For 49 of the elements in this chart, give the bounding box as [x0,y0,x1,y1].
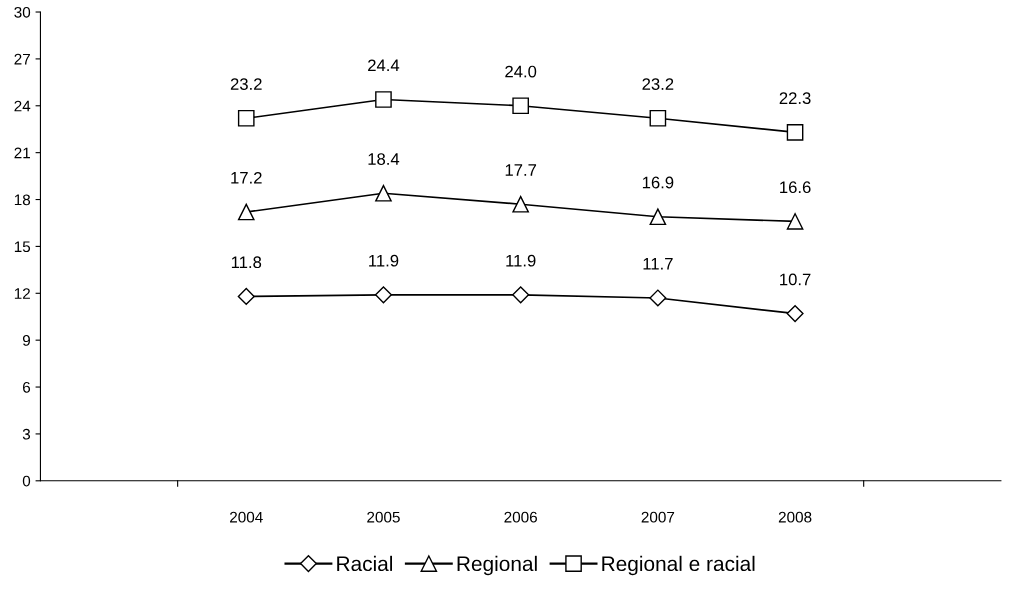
legend-label: Regional [457,555,537,576]
point [237,203,255,221]
data-label: 11.7 [643,258,673,270]
x-tick-label: 2007 [641,511,675,523]
point [649,289,667,307]
legend-label: Racial [337,555,393,572]
point [237,287,255,305]
point [649,109,667,127]
point [512,286,530,304]
point [375,184,392,202]
data-label: 22.3 [779,92,811,105]
point [786,305,804,323]
data-label: 24.0 [505,65,537,78]
data-label: 11.9 [369,254,399,267]
point [237,109,255,127]
y-tick-label: 21 [14,147,30,159]
y-tick-label: 9 [22,335,30,346]
x-tick-label: 2006 [504,511,537,523]
y-tick-label: 15 [14,241,31,253]
data-label: 23.2 [642,78,674,90]
y-tick-label: 27 [14,53,30,65]
x-tick-label: 2008 [778,511,812,523]
point [786,124,804,141]
data-label: 17.7 [505,164,537,176]
point [374,286,393,304]
y-tick-label: 0 [22,475,31,487]
y-tick-label: 12 [14,288,30,299]
point [512,195,529,213]
y-tick-label: 24 [14,100,31,112]
data-label: 18.4 [368,153,400,165]
y-tick-label: 30 [14,6,31,18]
data-label: 17.2 [231,171,262,184]
point [786,213,804,230]
data-label: 11.8 [231,256,262,269]
data-label: 23.2 [230,78,262,90]
y-tick-label: 18 [14,194,31,206]
data-label: 16.6 [780,181,811,194]
point [375,91,392,108]
x-tick-label: 2005 [367,511,400,523]
data-label: 16.9 [642,176,674,189]
point [512,97,529,115]
x-tick-label: 2004 [230,511,263,523]
data-label: 10.7 [780,273,811,286]
data-label: 24.4 [368,59,400,72]
data-label: 11.9 [506,254,536,267]
legend-label: Regional e racial [602,555,755,576]
y-tick-label: 3 [22,428,31,440]
y-tick-label: 6 [23,381,31,393]
point [649,208,667,226]
